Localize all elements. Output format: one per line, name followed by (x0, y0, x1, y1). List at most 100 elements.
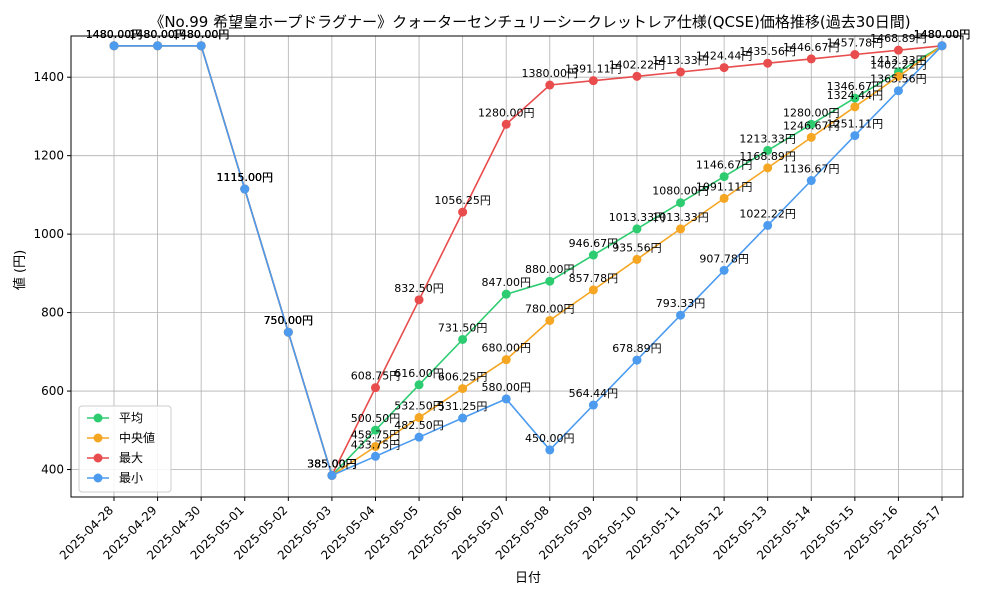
data-label: 385.00円 (307, 457, 357, 470)
data-label: 1380.00円 (522, 67, 579, 80)
data-label: 482.50円 (394, 419, 444, 432)
data-label: 1480.00円 (129, 28, 186, 41)
legend-swatch-marker (93, 433, 103, 443)
data-label: 564.44円 (569, 387, 619, 400)
data-labels: 1480.00円1480.00円1480.00円1115.00円750.00円3… (86, 28, 971, 471)
data-label: 433.75円 (351, 438, 401, 451)
legend-box (78, 405, 172, 493)
data-point (719, 193, 729, 203)
data-label: 1213.33円 (739, 132, 796, 145)
data-label: 1013.33円 (652, 211, 709, 224)
data-point (501, 119, 511, 129)
data-label: 731.50円 (438, 321, 488, 334)
data-label: 616.00円 (394, 367, 444, 380)
data-label: 750.00円 (264, 314, 314, 327)
data-point (850, 102, 860, 112)
data-label: 1480.00円 (86, 28, 143, 41)
data-label: 1280.00円 (783, 106, 840, 119)
data-point (763, 58, 773, 68)
data-point (719, 172, 729, 182)
data-label: 750.00円 (264, 314, 314, 327)
data-point (153, 41, 163, 51)
data-label: 935.56円 (612, 241, 662, 254)
data-label: 1435.56円 (739, 45, 796, 58)
data-label: 793.33円 (656, 297, 706, 310)
data-point (545, 80, 555, 90)
data-label: 1115.00円 (216, 171, 273, 184)
data-label: 1324.44円 (827, 89, 884, 102)
data-label: 1115.00円 (216, 171, 273, 184)
data-point (109, 41, 119, 51)
data-point (893, 71, 903, 81)
data-point (893, 86, 903, 96)
data-point (501, 289, 511, 299)
data-label: 385.00円 (307, 457, 357, 470)
data-label: 880.00円 (525, 263, 575, 276)
data-point (240, 184, 250, 194)
data-label: 832.50円 (394, 282, 444, 295)
y-tick-label: 1400 (33, 70, 64, 84)
data-label: 608.75円 (351, 370, 401, 383)
y-tick-label: 600 (41, 384, 64, 398)
data-label: 1115.00円 (216, 171, 273, 184)
data-label: 750.00円 (264, 314, 314, 327)
data-point (545, 315, 555, 325)
legend-swatch-marker (93, 473, 103, 483)
data-point (588, 76, 598, 86)
plot-frame (70, 35, 964, 498)
data-label: 1424.44円 (696, 50, 753, 63)
data-point (588, 250, 598, 260)
data-point (414, 432, 424, 442)
data-point (414, 413, 424, 423)
series-line (114, 44, 943, 477)
data-label: 580.00円 (481, 381, 531, 394)
data-label: 1346.67円 (827, 80, 884, 93)
data-point (545, 276, 555, 286)
data-label: 1480.00円 (129, 28, 186, 41)
data-point (763, 220, 773, 230)
data-label: 1457.78円 (827, 37, 884, 50)
data-label: 1391.11円 (565, 63, 622, 76)
data-point (676, 224, 686, 234)
x-axis: 2025-04-282025-04-292025-04-302025-05-01… (57, 497, 944, 562)
data-label: 1468.89円 (870, 32, 927, 45)
data-point (501, 394, 511, 404)
data-point (414, 380, 424, 390)
data-point (806, 132, 816, 142)
data-label: 458.75円 (351, 428, 401, 441)
data-label: 450.00円 (525, 432, 575, 445)
data-label: 1251.11円 (827, 118, 884, 131)
data-label: 1480.00円 (86, 28, 143, 41)
data-label: 1446.67円 (783, 41, 840, 54)
data-point (719, 265, 729, 275)
y-tick-label: 1200 (33, 149, 64, 163)
data-point (632, 71, 642, 81)
data-label: 1480.00円 (914, 28, 971, 41)
data-label: 1480.00円 (173, 28, 230, 41)
grid-lines (71, 36, 963, 497)
data-label: 1146.67円 (696, 159, 753, 172)
data-label: 1480.00円 (914, 28, 971, 41)
data-point (588, 400, 598, 410)
data-point (719, 63, 729, 73)
data-point (283, 327, 293, 337)
data-point (676, 67, 686, 77)
data-label: 532.50円 (394, 400, 444, 413)
data-point (937, 41, 947, 51)
data-point (676, 198, 686, 208)
data-label: 1480.00円 (129, 28, 186, 41)
legend-label: 平均 (119, 411, 143, 425)
legend-label: 最小 (119, 471, 143, 485)
data-point (458, 413, 468, 423)
data-label: 1280.00円 (478, 106, 535, 119)
data-label: 1022.22円 (739, 207, 796, 220)
data-point (850, 50, 860, 60)
data-label: 1091.11円 (696, 180, 753, 193)
data-point (676, 310, 686, 320)
data-label: 907.78円 (699, 252, 749, 265)
data-point (763, 163, 773, 173)
data-label: 1402.22円 (609, 58, 666, 71)
data-point (414, 295, 424, 305)
data-point (632, 254, 642, 264)
